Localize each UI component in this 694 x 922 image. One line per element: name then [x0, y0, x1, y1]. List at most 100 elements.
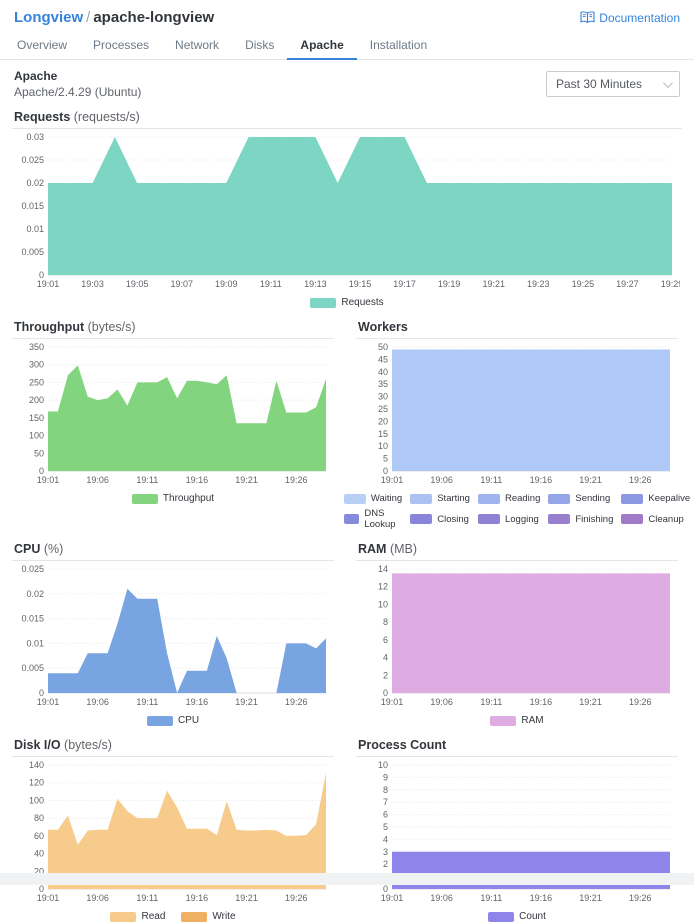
legend-swatch: [488, 911, 515, 922]
legend-item: Logging: [477, 508, 540, 530]
chart-throughput-title: Throughput (bytes/s): [12, 318, 334, 340]
legend-swatch: [548, 514, 571, 525]
legend-label: Count: [519, 911, 546, 922]
svg-text:60: 60: [34, 831, 44, 841]
chart-requests-title: Requests (requests/s): [12, 108, 682, 130]
legend-swatch: [181, 911, 208, 922]
charts-row-3: CPU (%) 0 0.005 0.01 0.015 0.02 0.025 19:01 19:…: [12, 540, 682, 726]
svg-text:19:21: 19:21: [579, 697, 602, 707]
legend-item: Count: [488, 911, 546, 922]
tab-network[interactable]: Network: [175, 38, 220, 52]
chart-process-count: Process Count 01234567891019:0119:0619:1…: [356, 736, 678, 922]
svg-text:80: 80: [34, 814, 44, 824]
legend-item: DNS Lookup: [343, 508, 402, 530]
legend-label: Logging: [504, 513, 539, 525]
disk-io-chart-legend: Read Write: [12, 911, 334, 922]
chart-title-text: Workers: [358, 320, 408, 335]
svg-text:10: 10: [378, 600, 388, 610]
svg-text:19:11: 19:11: [480, 475, 502, 485]
time-range-select[interactable]: Past 30 Minutes: [546, 71, 680, 98]
legend-item: Closing: [410, 508, 470, 530]
legend-label: Sending: [575, 493, 611, 505]
chart-title-text: Requests: [14, 110, 71, 125]
tab-processes[interactable]: Processes: [93, 38, 150, 52]
svg-text:0.025: 0.025: [21, 564, 44, 574]
legend-label: Closing: [437, 513, 469, 525]
chart-ram: RAM (MB) 0 2 4 6 8 10 12 14 19:01 19:06 19:11 19:16…: [356, 540, 678, 726]
svg-text:19:11: 19:11: [136, 475, 158, 485]
chart-ram-title: RAM (MB): [356, 540, 678, 562]
legend-swatch: [477, 493, 500, 504]
svg-text:0.005: 0.005: [21, 664, 44, 674]
disk-io-chart-canvas: 0 20 40 60 80 100 120 140 19:01 19:06 19:11 19:16 19…: [12, 759, 334, 910]
svg-text:19:09: 19:09: [215, 279, 238, 289]
legend-label: RAM: [521, 715, 544, 727]
svg-text:19:23: 19:23: [527, 279, 550, 289]
svg-text:150: 150: [29, 413, 44, 423]
svg-text:19:03: 19:03: [81, 279, 104, 289]
legend-swatch: [310, 297, 337, 308]
svg-text:19:21: 19:21: [235, 893, 258, 903]
svg-text:0.015: 0.015: [21, 614, 44, 624]
svg-text:19:11: 19:11: [136, 893, 158, 903]
svg-text:19:26: 19:26: [285, 697, 308, 707]
panel-title: Apache: [14, 69, 58, 83]
legend-swatch: [477, 514, 500, 525]
svg-text:19:27: 19:27: [616, 279, 639, 289]
svg-text:19:06: 19:06: [430, 893, 453, 903]
breadcrumb-longview-link[interactable]: Longview: [14, 9, 84, 26]
svg-text:2: 2: [383, 860, 388, 870]
chart-title-text: RAM: [358, 542, 387, 557]
svg-text:0.025: 0.025: [21, 155, 44, 165]
documentation-link[interactable]: Documentation: [580, 11, 680, 25]
svg-text:30: 30: [378, 392, 388, 402]
cpu-chart-legend: CPU: [12, 715, 334, 726]
page-header: Longview / apache-longview Documentation: [0, 0, 694, 31]
tab-apache[interactable]: Apache: [287, 31, 357, 60]
chart-title-text: Throughput: [14, 320, 85, 335]
svg-text:19:11: 19:11: [260, 279, 282, 289]
svg-text:5: 5: [383, 454, 388, 464]
legend-item: Reading: [477, 493, 540, 504]
svg-text:0: 0: [39, 688, 44, 698]
svg-text:19:21: 19:21: [579, 475, 602, 485]
legend-item: Starting: [410, 493, 470, 504]
svg-text:100: 100: [29, 796, 44, 806]
legend-item: Throughput: [131, 493, 214, 504]
svg-text:19:01: 19:01: [37, 697, 60, 707]
chart-title-unit: (MB): [389, 542, 418, 557]
chart-title-unit: (%): [43, 542, 64, 557]
svg-text:350: 350: [29, 342, 44, 352]
svg-text:19:07: 19:07: [170, 279, 193, 289]
svg-text:19:01: 19:01: [381, 697, 404, 707]
chart-workers-title: Workers: [356, 318, 678, 340]
legend-item: Cleanup: [621, 508, 690, 530]
tab-overview[interactable]: Overview: [17, 38, 68, 52]
tab-installation[interactable]: Installation: [369, 38, 428, 52]
svg-text:7: 7: [383, 798, 388, 808]
requests-chart-legend: Requests: [12, 297, 682, 308]
legend-label: Starting: [437, 493, 470, 505]
svg-text:19:21: 19:21: [482, 279, 505, 289]
legend-swatch: [621, 493, 644, 504]
svg-text:140: 140: [29, 760, 44, 770]
svg-text:45: 45: [378, 355, 388, 365]
book-icon: [580, 11, 595, 24]
chart-process-count-title: Process Count: [356, 736, 678, 758]
svg-text:14: 14: [378, 564, 388, 574]
chart-title-text: Disk I/O: [14, 738, 61, 753]
workers-chart-canvas: 0 5 10 15 20 25 30 35 40 45 50 19:01 19:06 19:11 19:16…: [356, 341, 678, 492]
svg-text:9: 9: [383, 773, 388, 783]
svg-text:2: 2: [383, 671, 388, 681]
svg-text:40: 40: [34, 849, 44, 859]
svg-text:19:16: 19:16: [186, 475, 209, 485]
svg-text:19:11: 19:11: [480, 893, 502, 903]
panel-header: Apache Apache/2.4.29 (Ubuntu) Past 30 Mi…: [0, 60, 694, 106]
panel-titles: Apache Apache/2.4.29 (Ubuntu): [14, 68, 141, 100]
tab-disks[interactable]: Disks: [245, 38, 275, 52]
legend-item: CPU: [146, 715, 199, 726]
svg-text:19:16: 19:16: [530, 893, 553, 903]
svg-text:250: 250: [29, 378, 44, 388]
svg-text:19:19: 19:19: [438, 279, 461, 289]
legend-swatch: [131, 493, 158, 504]
